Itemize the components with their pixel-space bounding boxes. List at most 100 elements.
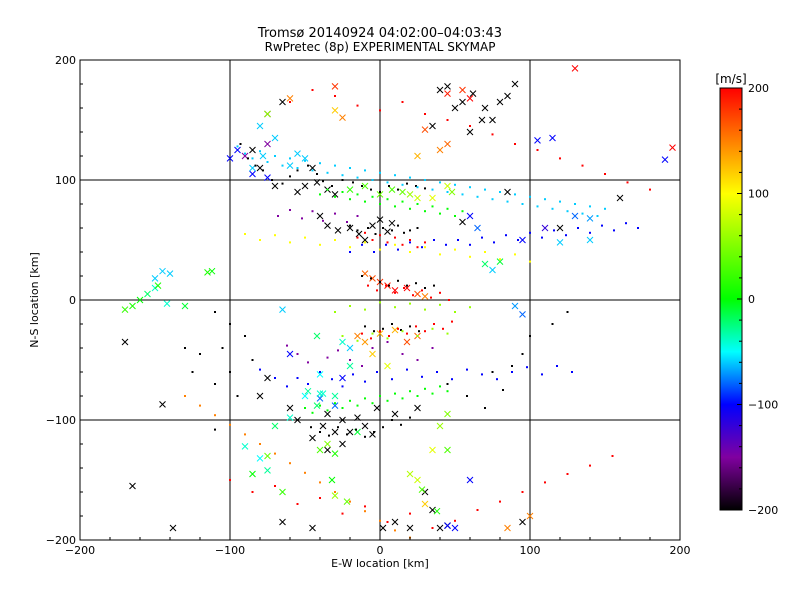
data-point-dot <box>379 281 381 283</box>
data-point-dot <box>394 291 396 294</box>
data-point-x <box>313 332 321 340</box>
data-point-dot <box>289 157 291 160</box>
data-point-dot <box>364 169 366 172</box>
data-point-x <box>421 126 429 133</box>
data-point-x <box>504 92 511 100</box>
data-point-dot <box>364 505 366 508</box>
data-point-dot <box>289 209 291 211</box>
data-point-x <box>418 486 426 493</box>
data-point-dot <box>499 500 501 503</box>
data-point-dot <box>367 227 369 229</box>
data-point-x <box>264 374 271 382</box>
data-point-x <box>324 440 331 448</box>
data-point-x <box>129 302 136 310</box>
data-point-dot <box>415 185 417 187</box>
data-point-dot <box>505 234 507 237</box>
data-point-dot <box>391 229 393 232</box>
data-point-dot <box>274 452 276 455</box>
data-point-dot <box>316 173 318 175</box>
data-point-dot <box>334 164 336 167</box>
data-point-dot <box>370 337 372 340</box>
colorbar-tick-label: −100 <box>748 399 778 412</box>
data-point-dot <box>469 306 471 309</box>
data-point-dot <box>454 183 456 186</box>
colorbar-label: [m/s] <box>715 72 746 86</box>
data-point-dot <box>424 187 426 190</box>
data-point-dot <box>244 233 246 235</box>
data-point-dot <box>433 239 435 241</box>
data-point-x <box>478 116 486 124</box>
data-point-dot <box>391 323 393 325</box>
data-point-dot <box>382 227 384 229</box>
data-point-dot <box>296 353 299 355</box>
data-point-x <box>436 86 444 94</box>
data-point-x <box>264 467 271 474</box>
data-point-dot <box>371 347 374 349</box>
x-tick-label: 100 <box>520 544 541 557</box>
data-point-x <box>226 155 234 162</box>
data-point-x <box>181 302 189 310</box>
data-point-dot <box>514 253 516 256</box>
data-point-dot <box>289 462 291 465</box>
data-point-dot <box>356 404 359 407</box>
data-point-x <box>406 524 414 532</box>
data-point-dot <box>446 191 449 193</box>
data-point-dot <box>307 164 309 167</box>
data-point-dot <box>328 434 330 437</box>
data-point-dot <box>371 402 374 405</box>
x-tick-label: 200 <box>670 544 691 557</box>
data-point-dot <box>311 411 314 414</box>
chart-title: Tromsø 20140924 04:02:00–04:03:43 <box>257 26 502 41</box>
data-point-dot <box>439 385 441 388</box>
data-point-dot <box>544 481 546 484</box>
data-point-dot <box>536 205 539 208</box>
data-point-dot <box>386 521 389 523</box>
data-point-x <box>294 188 301 196</box>
data-point-x <box>376 191 384 198</box>
data-point-x <box>331 450 339 457</box>
data-point-x <box>436 422 444 430</box>
data-point-x <box>304 387 312 395</box>
y-tick-label: −100 <box>46 414 76 427</box>
data-point-x <box>343 498 351 505</box>
data-point-dot <box>352 181 354 184</box>
data-point-dot <box>469 243 471 246</box>
colorbar-tick-label: 200 <box>748 82 769 95</box>
data-point-dot <box>401 183 404 186</box>
data-point-dot <box>311 89 314 91</box>
data-point-dot <box>385 284 387 287</box>
data-point-x <box>504 188 511 196</box>
data-point-x <box>373 404 381 412</box>
data-point-dot <box>416 203 419 205</box>
data-point-dot <box>221 347 224 349</box>
data-point-dot <box>445 243 447 246</box>
data-point-x <box>391 287 399 294</box>
data-point-dot <box>476 195 479 198</box>
data-point-dot <box>541 236 543 239</box>
data-point-dot <box>394 243 396 246</box>
data-point-dot <box>214 414 216 417</box>
data-point-x <box>241 443 249 450</box>
data-point-dot <box>446 390 449 393</box>
data-point-dot <box>604 173 606 175</box>
data-point-dot <box>337 426 339 429</box>
data-point-dot <box>565 234 567 237</box>
data-point-dot <box>310 426 312 429</box>
data-point-dot <box>191 371 194 373</box>
data-point-dot <box>556 365 558 367</box>
data-point-x <box>154 282 162 289</box>
data-point-dot <box>502 389 504 391</box>
data-point-x <box>466 95 474 102</box>
data-point-dot <box>334 311 336 313</box>
data-point-dot <box>424 113 426 115</box>
data-point-x <box>286 414 294 421</box>
data-point-x <box>436 146 444 154</box>
data-point-dot <box>499 191 501 193</box>
data-point-x <box>279 98 286 106</box>
data-point-x <box>403 338 411 346</box>
data-point-x <box>361 422 369 430</box>
data-point-dot <box>496 378 498 381</box>
data-point-dot <box>286 344 288 347</box>
data-point-dot <box>356 193 359 196</box>
